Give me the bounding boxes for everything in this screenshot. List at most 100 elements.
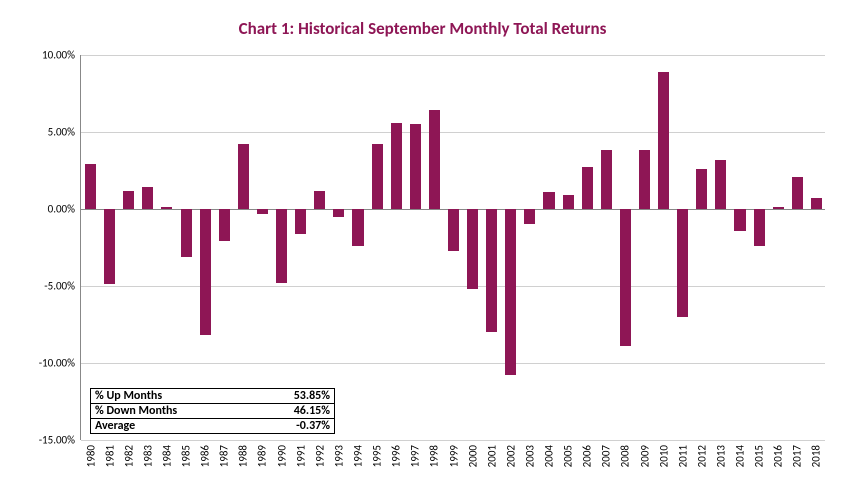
x-tick-label: 2010	[657, 445, 670, 467]
stats-label: Average	[95, 419, 135, 433]
stats-value: 53.85%	[294, 389, 330, 403]
x-tick-label: 2006	[581, 445, 594, 467]
x-tick-label: 2002	[504, 445, 517, 467]
bar	[372, 144, 383, 209]
x-tick-label: 1993	[332, 445, 345, 467]
bar	[734, 209, 745, 231]
stats-label: % Down Months	[95, 404, 177, 418]
x-tick-label: 1996	[390, 445, 403, 467]
bar	[639, 150, 650, 209]
bar	[333, 209, 344, 217]
bar	[391, 123, 402, 209]
x-tick-label: 2003	[523, 445, 536, 467]
x-tick-label: 2000	[466, 445, 479, 467]
bar	[677, 209, 688, 317]
y-tick-label: -15.00%	[39, 434, 81, 447]
bar	[352, 209, 363, 246]
x-tick-label: 1989	[256, 445, 269, 467]
y-tick-label: -10.00%	[39, 357, 81, 370]
x-tick-label: 2005	[562, 445, 575, 467]
x-tick-label: 1984	[160, 445, 173, 467]
x-tick-label: 1986	[199, 445, 212, 467]
bar	[563, 195, 574, 209]
x-tick-label: 2018	[810, 445, 823, 467]
x-tick-label: 1988	[237, 445, 250, 467]
bar	[582, 167, 593, 209]
x-tick-label: 2001	[485, 445, 498, 467]
stats-row: Average -0.37%	[91, 418, 334, 433]
x-tick-label: 2004	[543, 445, 556, 467]
gridline	[81, 286, 825, 287]
bar	[505, 209, 516, 375]
x-tick-label: 1994	[351, 445, 364, 467]
bar	[257, 209, 268, 214]
bar	[696, 169, 707, 209]
x-tick-label: 1992	[313, 445, 326, 467]
gridline	[81, 363, 825, 364]
x-tick-label: 2016	[772, 445, 785, 467]
bar	[601, 150, 612, 209]
bar	[104, 209, 115, 284]
bar	[85, 164, 96, 209]
x-tick-label: 1982	[122, 445, 135, 467]
bar	[161, 207, 172, 209]
bar	[658, 72, 669, 209]
bar	[467, 209, 478, 289]
x-tick-label: 1998	[428, 445, 441, 467]
x-tick-label: 2011	[676, 445, 689, 467]
x-tick-label: 2014	[734, 445, 747, 467]
x-tick-label: 1983	[141, 445, 154, 467]
y-tick-label: 0.00%	[48, 203, 81, 216]
bar	[792, 177, 803, 209]
x-tick-label: 2017	[791, 445, 804, 467]
bar	[543, 192, 554, 209]
bar	[620, 209, 631, 346]
bar	[524, 209, 535, 224]
x-tick-label: 2009	[638, 445, 651, 467]
bar	[314, 191, 325, 209]
bar	[276, 209, 287, 283]
x-tick-label: 1985	[180, 445, 193, 467]
stats-box: % Up Months53.85%% Down Months46.15%Aver…	[90, 388, 335, 434]
bar	[123, 191, 134, 209]
y-tick-label: -5.00%	[44, 280, 81, 293]
bar	[448, 209, 459, 251]
gridline	[81, 132, 825, 133]
y-tick-label: 10.00%	[42, 49, 81, 62]
bar	[429, 110, 440, 209]
bar	[181, 209, 192, 257]
x-tick-label: 1980	[84, 445, 97, 467]
x-tick-label: 1997	[409, 445, 422, 467]
stats-row: % Down Months 46.15%	[91, 403, 334, 418]
x-tick-label: 1987	[218, 445, 231, 467]
x-tick-label: 2007	[600, 445, 613, 467]
x-tick-label: 2012	[695, 445, 708, 467]
x-tick-label: 1990	[275, 445, 288, 467]
bar	[715, 160, 726, 209]
x-tick-label: 2015	[753, 445, 766, 467]
x-tick-label: 1991	[294, 445, 307, 467]
stats-label: % Up Months	[95, 389, 162, 403]
x-tick-label: 1995	[371, 445, 384, 467]
bar	[295, 209, 306, 234]
plot-area: 10.00%5.00%0.00%-5.00%-10.00%-15.00%1980…	[80, 55, 825, 440]
stats-value: 46.15%	[294, 404, 330, 418]
x-tick-label: 1981	[103, 445, 116, 467]
gridline	[81, 55, 825, 56]
x-tick-label: 2013	[714, 445, 727, 467]
chart-title: Chart 1: Historical September Monthly To…	[0, 18, 845, 39]
y-tick-label: 5.00%	[48, 126, 81, 139]
bar	[811, 198, 822, 209]
x-tick-label: 2008	[619, 445, 632, 467]
bar	[238, 144, 249, 209]
bar	[219, 209, 230, 241]
bar	[410, 124, 421, 209]
bar	[754, 209, 765, 246]
x-tick-label: 1999	[447, 445, 460, 467]
bar	[486, 209, 497, 332]
stats-value: -0.37%	[296, 419, 330, 433]
stats-row: % Up Months 53.85%	[91, 389, 334, 403]
bar	[200, 209, 211, 335]
bar	[142, 187, 153, 209]
bar	[773, 207, 784, 209]
